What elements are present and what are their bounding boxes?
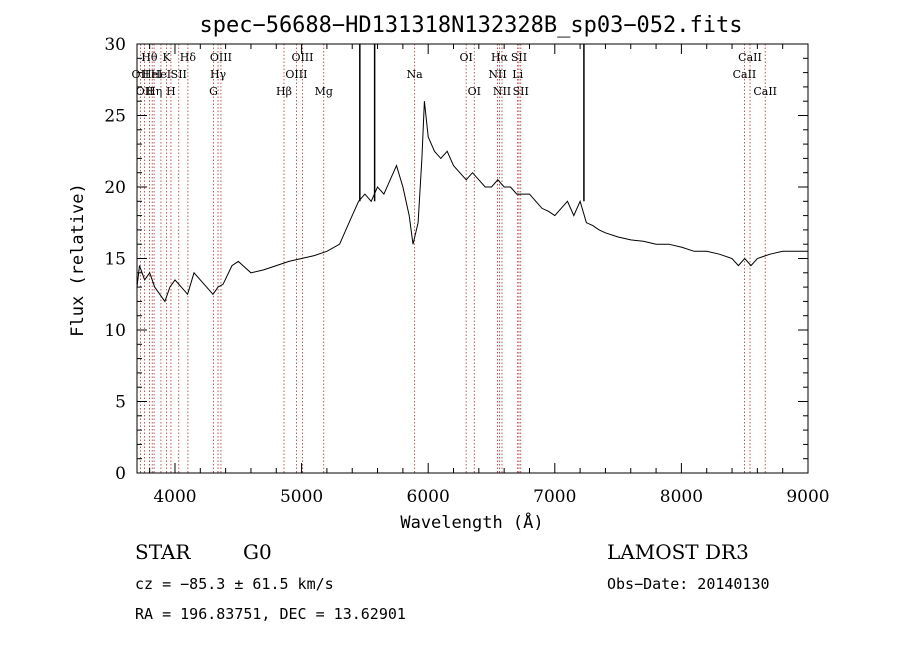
spectral-line-labels: OIIOIIHθHeIHηHeIKHSIIHδGHγOIIIHβOIIIOIII…	[132, 51, 777, 98]
spectral-line-label-17: Na	[407, 68, 424, 81]
x-axis-label: Wavelength (Å)	[400, 511, 543, 533]
spectral-line-label-24: SII	[511, 51, 527, 64]
spectral-line-label-11: Hγ	[210, 68, 227, 81]
spectral-line-label-14: OIII	[285, 68, 307, 81]
y-tick-label-6: 30	[104, 35, 126, 55]
x-tick-label-3: 7000	[533, 487, 576, 507]
emission-spikes	[359, 44, 585, 202]
flux-series-line	[136, 101, 808, 303]
observation-date: Obs−Date: 20140130	[607, 575, 770, 593]
spectral-line-markers	[140, 44, 766, 473]
spectral-line-label-22: NII	[493, 85, 511, 98]
spectral-line-label-8: SII	[171, 68, 187, 81]
spectral-line-label-3: HeI	[142, 68, 162, 81]
spectral-line-label-0: OII	[132, 68, 150, 81]
y-tick-label-1: 5	[115, 393, 126, 413]
spectral-line-label-12: OIII	[210, 51, 232, 64]
x-axis-ticks: 4000 5000 6000 7000 8000 9000	[149, 44, 830, 507]
plot-frame	[136, 43, 809, 474]
spectral-line-label-26: CaII	[733, 68, 757, 81]
spectral-line-label-1: OII	[136, 85, 154, 98]
spectral-line-label-23: Li	[512, 68, 523, 81]
x-tick-label-5: 9000	[786, 487, 829, 507]
spectral-line-label-9: Hδ	[180, 51, 197, 64]
x-tick-label-4: 8000	[660, 487, 703, 507]
spectral-line-label-19: OI	[468, 85, 481, 98]
spectral-line-label-4: Hη	[146, 85, 162, 98]
y-tick-label-4: 20	[104, 178, 126, 198]
spectral-line-label-13: Hβ	[276, 85, 292, 98]
spectral-line-label-5: HeI	[151, 68, 171, 81]
spectral-line-label-2: Hθ	[141, 51, 158, 64]
x-tick-label-1: 5000	[280, 487, 323, 507]
y-tick-label-0: 0	[115, 464, 126, 484]
spectral-line-label-15: OIII	[291, 51, 313, 64]
y-tick-label-2: 10	[104, 321, 126, 341]
spectral-line-label-28: CaII	[753, 85, 777, 98]
survey-name: LAMOST DR3	[607, 540, 749, 564]
spectral-line-label-21: Hα	[491, 51, 509, 64]
spectral-line-label-20: NII	[488, 68, 506, 81]
y-axis-ticks: 0 5 10 15 20 25 30	[104, 35, 808, 484]
spectral-line-label-25: SII	[513, 85, 529, 98]
x-tick-label-2: 6000	[407, 487, 450, 507]
coordinates: RA = 196.83751, DEC = 13.62901	[135, 605, 406, 623]
chart-title: spec−56688−HD131318N132328B_sp03−052.fit…	[199, 13, 742, 38]
spectral-line-label-18: OI	[459, 51, 472, 64]
redshift-value: cz = −85.3 ± 61.5 km/s	[135, 575, 334, 593]
x-tick-label-0: 4000	[153, 487, 196, 507]
y-tick-label-3: 15	[104, 250, 126, 270]
spectral-line-label-16: Mg	[315, 85, 333, 98]
spectral-line-label-7: H	[166, 85, 176, 98]
spectral-line-label-6: K	[163, 51, 172, 64]
object-class: STAR	[135, 540, 191, 564]
y-axis-label: Flux (relative)	[68, 183, 88, 337]
y-tick-label-5: 25	[104, 107, 126, 127]
spectral-line-label-10: G	[209, 85, 218, 98]
spectral-subclass: G0	[243, 540, 272, 564]
spectral-line-label-27: CaII	[738, 51, 762, 64]
